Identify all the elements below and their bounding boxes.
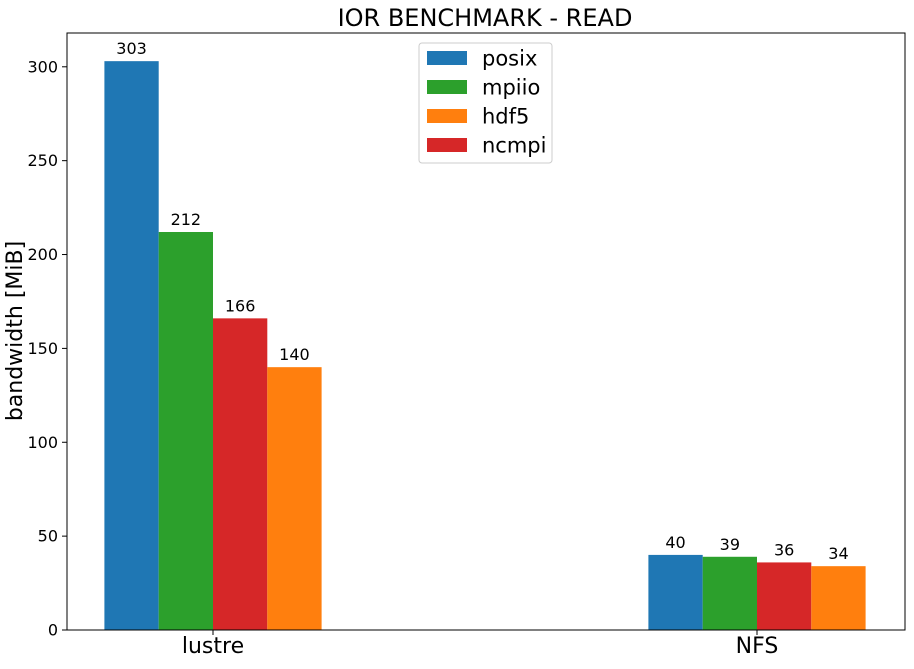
data-labels-layer: 303 212 166 140 40 39 36 34 — [116, 39, 848, 563]
legend-label-hdf5: hdf5 — [482, 105, 529, 129]
y-tick-label: 100 — [27, 433, 58, 452]
data-label: 36 — [774, 540, 794, 559]
legend-box — [418, 42, 553, 164]
y-tick-label: 0 — [48, 621, 58, 640]
legend: posix mpiio hdf5 ncmpi — [418, 42, 553, 164]
y-tick-label: 150 — [27, 339, 58, 358]
y-axis-label: bandwidth [MiB] — [3, 241, 28, 421]
legend-swatch-hdf5 — [427, 109, 467, 123]
data-label: 34 — [828, 544, 848, 563]
data-label: 303 — [116, 39, 147, 58]
data-label: 140 — [279, 345, 310, 364]
data-label: 39 — [720, 535, 740, 554]
bar-lustre-1 — [158, 232, 213, 630]
y-axis: 0 50 100 150 200 250 300 — [27, 57, 67, 640]
chart-title: IOR BENCHMARK - READ — [338, 4, 633, 32]
data-label: 166 — [225, 296, 256, 315]
legend-label-mpiio: mpiio — [482, 76, 540, 100]
x-tick-label: lustre — [182, 634, 244, 659]
data-label: 212 — [171, 210, 202, 229]
plot-frame — [66, 32, 906, 631]
bar-nfs-3 — [811, 566, 866, 630]
bars-layer — [104, 61, 866, 631]
bar-lustre-0 — [104, 61, 159, 631]
x-tick-label: NFS — [736, 634, 779, 659]
bar-nfs-2 — [757, 562, 812, 630]
bar-lustre-3 — [267, 367, 322, 630]
x-axis: lustre NFS — [182, 630, 778, 659]
bar-lustre-2 — [213, 318, 268, 630]
bar-nfs-1 — [702, 556, 757, 630]
legend-label-posix: posix — [482, 47, 537, 71]
legend-swatch-mpiio — [427, 80, 467, 94]
legend-swatch-ncmpi — [427, 138, 467, 152]
legend-label-ncmpi: ncmpi — [482, 134, 546, 158]
data-label: 40 — [665, 533, 685, 552]
y-tick-label: 50 — [38, 527, 58, 546]
y-tick-label: 250 — [27, 151, 58, 170]
y-tick-label: 200 — [27, 245, 58, 264]
y-tick-label: 300 — [27, 57, 58, 76]
bar-nfs-0 — [648, 554, 703, 630]
legend-swatch-posix — [427, 51, 467, 65]
